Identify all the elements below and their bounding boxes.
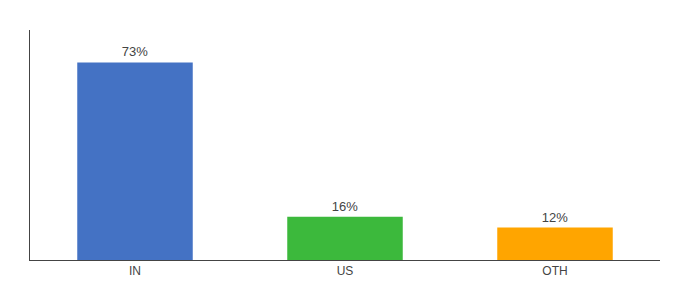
svg-text:16%: 16%	[332, 199, 358, 214]
svg-text:US: US	[337, 264, 354, 278]
svg-text:IN: IN	[129, 264, 141, 278]
svg-text:OTH: OTH	[542, 264, 567, 278]
svg-text:73%: 73%	[122, 44, 148, 59]
svg-text:12%: 12%	[542, 210, 568, 225]
